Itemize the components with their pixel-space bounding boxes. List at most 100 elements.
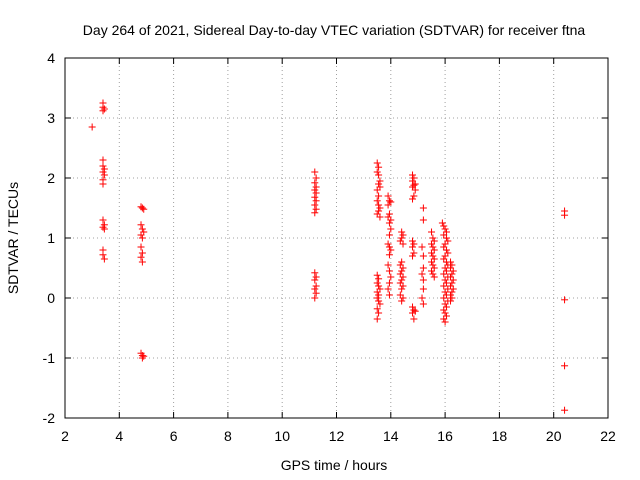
data-point [448,270,456,278]
data-point [398,234,406,242]
data-point [419,300,427,308]
data-point [385,251,393,259]
x-tick-labels: 2 4 6 8 10 12 14 16 18 20 22 [61,428,616,444]
data-point [428,267,436,275]
data-point [410,306,418,314]
data-point [419,276,427,284]
data-point [138,234,146,242]
data-point [447,297,455,305]
data-point [438,219,446,227]
x-tick-label: 14 [383,428,399,444]
data-point [429,270,437,278]
data-point [409,171,417,179]
data-point [411,186,419,194]
data-point [385,291,393,299]
data-point [311,209,319,217]
axis-ticks [64,57,609,419]
x-tick-label: 10 [274,428,290,444]
data-point [99,168,107,176]
data-point [399,240,407,248]
data-point [375,201,383,209]
data-point [398,228,406,236]
data-point [140,352,148,360]
data-point [409,195,417,203]
chart-title: Day 264 of 2021, Sidereal Day-to-day VTE… [83,22,586,38]
data-point [312,174,320,182]
y-tick-label: 1 [47,230,55,246]
data-point [375,275,383,283]
data-point [440,222,448,230]
x-tick-label: 22 [600,428,616,444]
data-point [100,171,108,179]
data-point [311,201,319,209]
data-point [398,267,406,275]
data-point [311,193,319,201]
data-point [373,294,381,302]
data-point [419,204,427,212]
data-point [312,273,320,281]
data-point [398,297,406,305]
data-point [387,246,395,254]
data-point [138,249,146,257]
y-tick-label: -2 [43,410,56,426]
x-tick-label: 16 [437,428,453,444]
data-point [399,282,407,290]
data-point [418,243,426,251]
data-point [409,252,417,260]
data-point [311,168,319,176]
data-point [449,276,457,284]
data-point [440,294,448,302]
data-point [561,211,569,219]
data-point [138,225,146,233]
data-point [429,252,437,260]
data-point [387,273,395,281]
data-point [375,171,383,179]
data-point [447,291,455,299]
data-point [440,270,448,278]
data-point [99,180,107,188]
x-tick-label: 20 [546,428,562,444]
data-point [137,243,145,251]
data-point [561,406,569,414]
data-point [99,156,107,164]
data-point [312,205,320,213]
data-point [373,279,381,287]
x-tick-label: 2 [61,428,69,444]
data-point [385,219,393,227]
y-tick-label: -1 [43,350,56,366]
data-point [409,237,417,245]
data-point [99,251,107,259]
data-point [99,107,107,115]
data-point [376,204,384,212]
data-point [376,300,384,308]
data-point [375,309,383,317]
x-axis-label: GPS time / hours [281,457,388,473]
data-point [384,192,392,200]
data-point [398,258,406,266]
data-point [399,231,407,239]
data-point [449,267,457,275]
x-tick-label: 18 [492,428,508,444]
y-tick-labels: -2 -1 0 1 2 3 4 [43,50,56,426]
data-point [399,273,407,281]
data-point [312,282,320,290]
y-tick-label: 3 [47,110,55,126]
data-point [375,180,383,188]
data-point [429,243,437,251]
data-point [387,198,395,206]
data-point [442,246,450,254]
data-point [140,205,148,213]
data-point [100,165,108,173]
data-point [410,315,418,323]
data-point [561,362,569,370]
data-point [376,213,384,221]
data-point [385,231,393,239]
data-point [373,271,381,279]
data-point [137,231,145,239]
data-point [449,285,457,293]
data-point [311,186,319,194]
data-point [419,264,427,272]
data-point [409,303,417,311]
data-points [88,99,569,414]
